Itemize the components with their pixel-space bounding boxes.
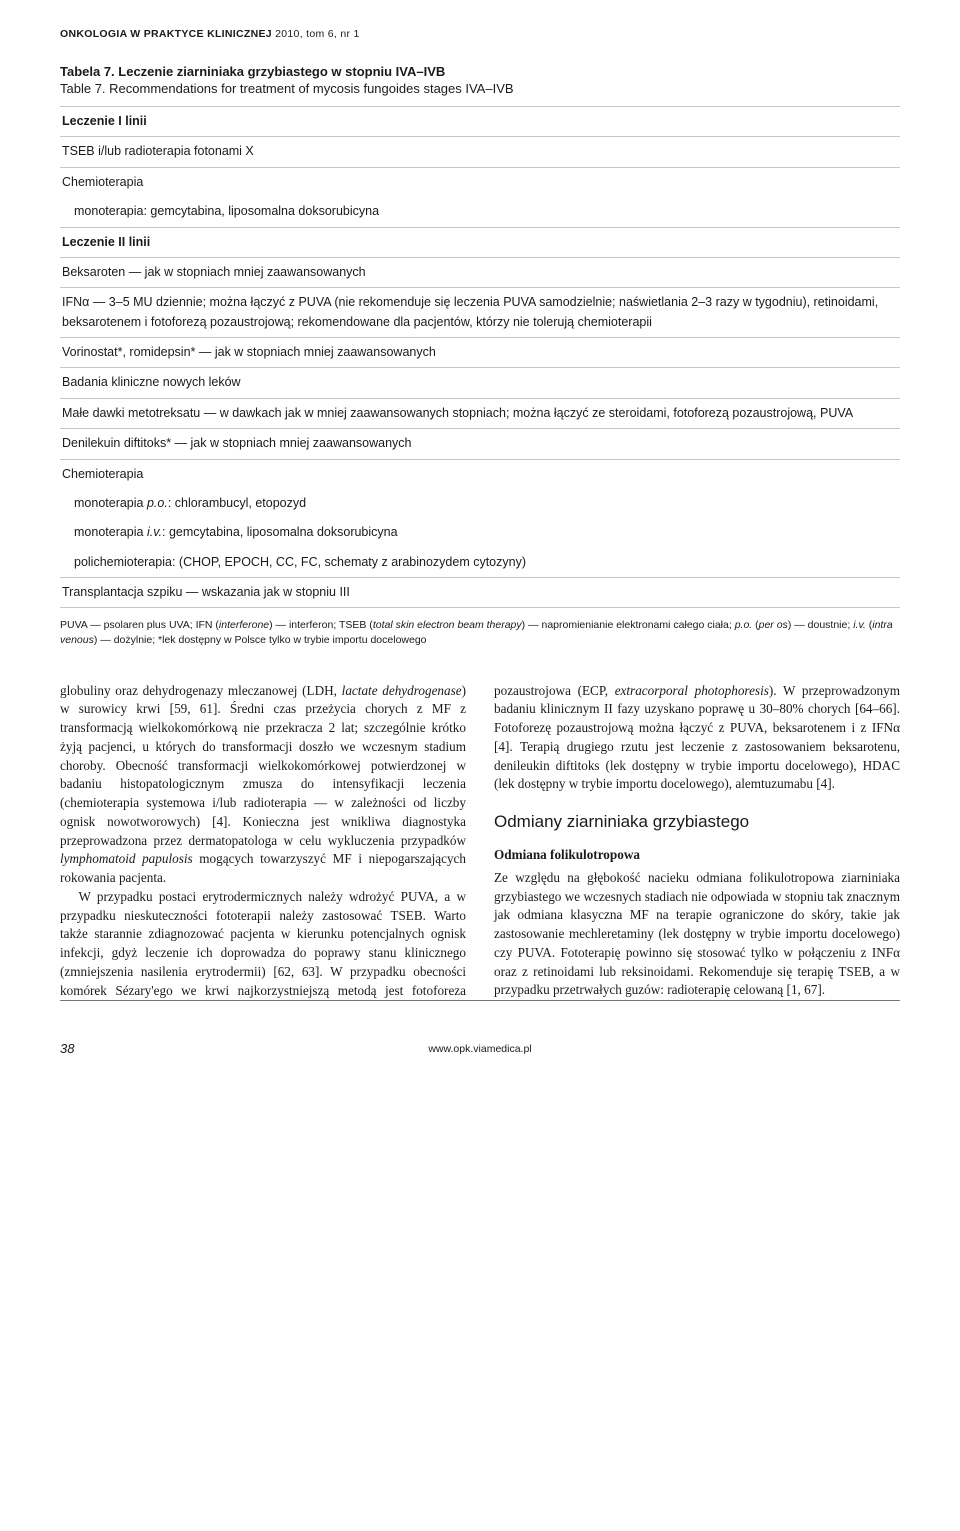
table-row: Leczenie I linii	[60, 107, 900, 137]
issue-info: 2010, tom 6, nr 1	[272, 28, 360, 40]
paragraph: globuliny oraz dehydrogenazy mleczanowej…	[60, 682, 466, 888]
table-row: polichemioterapia: (CHOP, EPOCH, CC, FC,…	[60, 548, 900, 578]
journal-name: ONKOLOGIA W PRAKTYCE KLINICZNEJ	[60, 28, 272, 40]
table-cell: Chemioterapia	[60, 167, 900, 197]
table-row: Chemioterapia	[60, 167, 900, 197]
table-row: IFNα — 3–5 MU dziennie; można łączyć z P…	[60, 288, 900, 338]
table-row: Małe dawki metotreksatu — w dawkach jak …	[60, 398, 900, 428]
page-footer: 38 www.opk.viamedica.pl	[60, 1041, 900, 1056]
table-subtitle: Table 7. Recommendations for treatment o…	[60, 81, 900, 96]
table-cell: IFNα — 3–5 MU dziennie; można łączyć z P…	[60, 288, 900, 338]
table-cell: TSEB i/lub radioterapia fotonami X	[60, 137, 900, 167]
table-row: Beksaroten — jak w stopniach mniej zaawa…	[60, 257, 900, 287]
table-row: monoterapia p.o.: chlorambucyl, etopozyd	[60, 489, 900, 518]
table-row: Chemioterapia	[60, 459, 900, 489]
table-row: Vorinostat*, romidepsin* — jak w stopnia…	[60, 338, 900, 368]
table-cell: Chemioterapia	[60, 459, 900, 489]
table-row: TSEB i/lub radioterapia fotonami X	[60, 137, 900, 167]
table-row: Denilekuin diftitoks* — jak w stopniach …	[60, 429, 900, 459]
table-cell: Leczenie II linii	[60, 227, 900, 257]
subsection-heading: Odmiana folikulotropowa	[494, 846, 900, 865]
table-row: monoterapia i.v.: gemcytabina, liposomal…	[60, 518, 900, 547]
table-cell: Vorinostat*, romidepsin* — jak w stopnia…	[60, 338, 900, 368]
article-body: globuliny oraz dehydrogenazy mleczanowej…	[60, 682, 900, 1000]
table-cell: polichemioterapia: (CHOP, EPOCH, CC, FC,…	[60, 548, 900, 578]
table-cell: Badania kliniczne nowych leków	[60, 368, 900, 398]
table-row: Transplantacja szpiku — wskazania jak w …	[60, 578, 900, 608]
table-cell: Beksaroten — jak w stopniach mniej zaawa…	[60, 257, 900, 287]
paragraph: Ze względu na głębokość nacieku odmiana …	[494, 869, 900, 1000]
table-row: Leczenie II linii	[60, 227, 900, 257]
table-row: Badania kliniczne nowych leków	[60, 368, 900, 398]
table-cell: Leczenie I linii	[60, 107, 900, 137]
footer-rule	[60, 1000, 900, 1001]
table-cell: monoterapia i.v.: gemcytabina, liposomal…	[60, 518, 900, 547]
table-footnote: PUVA — psolaren plus UVA; IFN (interfero…	[60, 618, 900, 647]
running-head: ONKOLOGIA W PRAKTYCE KLINICZNEJ 2010, to…	[60, 28, 900, 40]
page-number: 38	[60, 1041, 100, 1056]
treatment-table: Leczenie I liniiTSEB i/lub radioterapia …	[60, 106, 900, 608]
table-cell: Transplantacja szpiku — wskazania jak w …	[60, 578, 900, 608]
table-row: monoterapia: gemcytabina, liposomalna do…	[60, 197, 900, 227]
table-title: Tabela 7. Leczenie ziarniniaka grzybiast…	[60, 64, 900, 79]
section-heading: Odmiany ziarniniaka grzybiastego	[494, 810, 900, 834]
table-cell: Denilekuin diftitoks* — jak w stopniach …	[60, 429, 900, 459]
table-cell: monoterapia: gemcytabina, liposomalna do…	[60, 197, 900, 227]
table-cell: monoterapia p.o.: chlorambucyl, etopozyd	[60, 489, 900, 518]
table-cell: Małe dawki metotreksatu — w dawkach jak …	[60, 398, 900, 428]
footer-url: www.opk.viamedica.pl	[100, 1043, 860, 1055]
